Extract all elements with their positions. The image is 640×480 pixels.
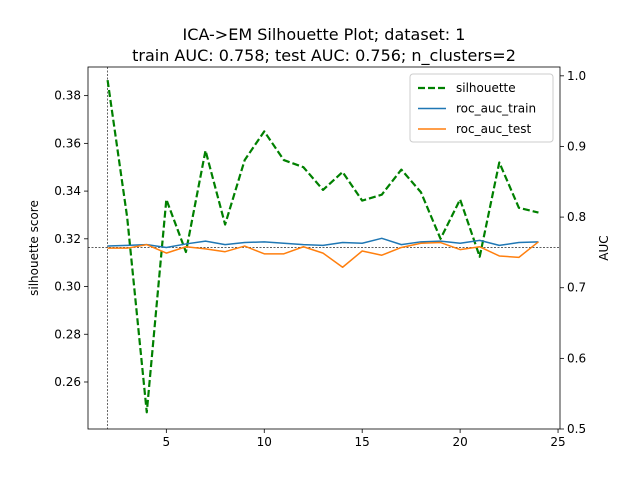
series-line-roc-auc-test: [107, 241, 539, 268]
y-left-tick-label: 0.30: [54, 280, 81, 294]
y-right-tick-label: 1.0: [567, 69, 586, 83]
y-left-tick-label: 0.38: [54, 89, 81, 103]
y-axis-label-left: silhouette score: [27, 200, 41, 296]
right-y-axis: 0.5 0.6 0.7 0.8 0.9 1.0: [560, 69, 586, 436]
y-left-tick-label: 0.34: [54, 184, 81, 198]
y-right-tick-label: 0.7: [567, 281, 586, 295]
legend-label-roc-auc-train: roc_auc_train: [456, 102, 536, 116]
chart-title-line2: train AUC: 0.758; test AUC: 0.756; n_clu…: [132, 46, 516, 66]
y-left-tick-label: 0.28: [54, 327, 81, 341]
x-tick-label: 10: [257, 435, 272, 449]
plot-frame: [87, 66, 561, 430]
y-right-tick-label: 0.5: [567, 422, 586, 436]
legend: silhouette roc_auc_train roc_auc_test: [409, 73, 554, 143]
left-y-axis: 0.26 0.28 0.30 0.32 0.34 0.36 0.38: [54, 89, 88, 389]
plot-area: [88, 67, 560, 429]
series-line-roc-auc-train: [107, 237, 539, 249]
y-left-tick-label: 0.36: [54, 136, 81, 150]
legend-label-silhouette: silhouette: [456, 81, 516, 95]
y-right-tick-label: 0.6: [567, 351, 586, 365]
y-axis-label-right: AUC: [597, 235, 611, 260]
y-left-tick-label: 0.32: [54, 232, 81, 246]
y-left-tick-label: 0.26: [54, 375, 81, 389]
legend-box: [409, 73, 554, 143]
x-tick-label: 20: [452, 435, 467, 449]
x-axis: 5 10 15 20 25: [163, 429, 566, 449]
chart-title-line1: ICA->EM Silhouette Plot; dataset: 1: [183, 25, 466, 44]
y-right-tick-label: 0.8: [567, 210, 586, 224]
y-right-tick-label: 0.9: [567, 139, 586, 153]
legend-label-roc-auc-test: roc_auc_test: [456, 122, 532, 136]
x-tick-label: 15: [355, 435, 370, 449]
series-line-silhouette: [106, 79, 539, 414]
x-tick-label: 25: [550, 435, 565, 449]
x-tick-label: 5: [163, 435, 171, 449]
